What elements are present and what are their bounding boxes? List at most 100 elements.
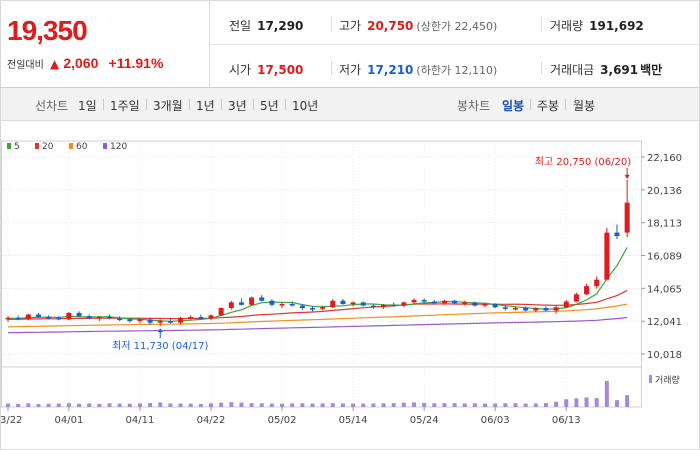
candlestick-chart-svg: 5 20 60 120 최고 20,750 (06/20) 최저 11,730 (04/… — [0, 140, 682, 426]
volume-bar — [584, 397, 589, 407]
amount-label: 거래대금 — [550, 63, 595, 77]
period-1w[interactable]: 1주일 — [110, 99, 140, 113]
volume-bar — [168, 403, 173, 407]
open-stat: 시가 17,500 — [229, 61, 303, 78]
change-value: 2,060 — [63, 55, 99, 71]
candle-body — [533, 308, 539, 311]
change-label: 전일대비 — [7, 60, 44, 71]
prev-close-stat: 전일 17,290 — [229, 17, 303, 34]
prev-close-value: 17,290 — [257, 19, 304, 33]
candle-body — [391, 304, 397, 307]
candle-body — [614, 232, 620, 237]
candle-body — [218, 308, 224, 316]
legend-swatch-ma60 — [69, 143, 73, 149]
lower-limit: (하한가 12,110) — [416, 64, 498, 77]
volume-bar — [107, 403, 112, 407]
volume-bar — [229, 402, 234, 407]
y-tick-label: 20,136 — [647, 186, 682, 197]
volume-bar — [77, 403, 82, 407]
y-tick-label: 18,113 — [647, 219, 682, 230]
legend-label-ma120: 120 — [110, 142, 127, 152]
candle-body — [299, 305, 305, 309]
candle-body — [441, 300, 447, 304]
candle-body — [513, 308, 518, 310]
period-3m[interactable]: 3개월 — [153, 99, 183, 113]
candle-body — [5, 317, 11, 320]
candle-weekly[interactable]: 주봉 — [537, 99, 560, 113]
volume-bar — [209, 403, 213, 407]
volume-bar — [340, 403, 345, 407]
period-3y[interactable]: 3년 — [228, 99, 247, 113]
volume-bar — [16, 403, 21, 407]
amount-stat: 거래대금 3,691 백만 — [550, 61, 662, 78]
candle-body — [107, 316, 112, 319]
volume-bar — [280, 403, 285, 407]
candle-body — [472, 302, 478, 306]
current-price-box: 19,350 전일대비 ▲ 2,060 +11.91% — [1, 1, 210, 87]
volume-legend-swatch — [649, 375, 652, 383]
legend-swatch-ma5 — [7, 143, 11, 149]
volume-bar — [391, 403, 396, 407]
period-10y[interactable]: 10년 — [292, 99, 319, 113]
candle-body — [198, 316, 204, 319]
candle-body — [340, 300, 346, 304]
high-label: 고가 — [339, 19, 362, 33]
candle-body — [127, 319, 133, 322]
volume-bar — [564, 399, 569, 407]
high-value: 20,750 — [367, 19, 414, 33]
quote-header: 19,350 전일대비 ▲ 2,060 +11.91% 전일 17,290 고가 2… — [0, 0, 700, 88]
candle-body — [482, 303, 488, 306]
x-tick-label: 04/01 — [54, 415, 83, 426]
volume-bar — [371, 403, 376, 407]
candle-daily[interactable]: 일봉 — [502, 99, 525, 113]
candle-body — [117, 318, 123, 321]
volume-bar — [442, 403, 447, 407]
period-1y[interactable]: 1년 — [196, 99, 215, 113]
period-1d[interactable]: 1일 — [78, 99, 97, 113]
candle-body — [249, 297, 255, 305]
volume-bar — [188, 403, 193, 407]
x-tick-label: 05/14 — [339, 415, 368, 426]
candle-body — [604, 232, 610, 280]
legend-label-ma20: 20 — [42, 142, 54, 152]
x-tick-label: 04/11 — [126, 415, 155, 426]
volume-bar — [625, 395, 630, 407]
candle-body — [320, 307, 326, 309]
candle-body — [259, 297, 265, 301]
volume-bar — [543, 402, 548, 407]
volume-bar — [46, 403, 51, 407]
period-5y[interactable]: 5년 — [260, 99, 279, 113]
candle-body — [594, 279, 600, 287]
volume-bar — [127, 403, 132, 407]
y-tick-label: 22,160 — [647, 153, 682, 164]
candle-body — [76, 312, 82, 317]
volume-bar — [574, 398, 579, 407]
y-tick-label: 10,018 — [647, 350, 682, 361]
candle-chart-title: 봉차트 — [457, 99, 491, 113]
ma-legend: 5 20 60 120 — [7, 142, 127, 152]
volume-bar — [483, 403, 488, 407]
candle-body — [66, 312, 72, 320]
candle-body — [573, 294, 579, 302]
legend-swatch-ma20 — [35, 143, 39, 149]
volume-bar — [503, 403, 508, 407]
upper-limit: (상한가 22,450) — [416, 20, 498, 33]
volume-bar — [239, 402, 244, 407]
amount-value: 3,691 — [600, 63, 639, 77]
volume-bar — [432, 403, 437, 407]
candle-body — [360, 302, 366, 306]
volume-bar — [198, 403, 203, 407]
candle-monthly[interactable]: 월봉 — [573, 99, 596, 113]
y-tick-label: 12,041 — [647, 317, 682, 328]
volume-bar — [36, 404, 41, 407]
volume-bar — [290, 403, 295, 407]
high-stat: 고가 20,750 (상한가 22,450) — [339, 17, 497, 34]
change-percent: +11.91% — [108, 55, 164, 71]
candle-body — [35, 314, 41, 317]
candle-body — [56, 317, 62, 320]
volume-bar — [472, 403, 477, 407]
candle-body — [492, 303, 498, 308]
candle-body — [137, 319, 143, 322]
volume-bar — [533, 403, 538, 407]
volume-bar — [158, 402, 163, 407]
